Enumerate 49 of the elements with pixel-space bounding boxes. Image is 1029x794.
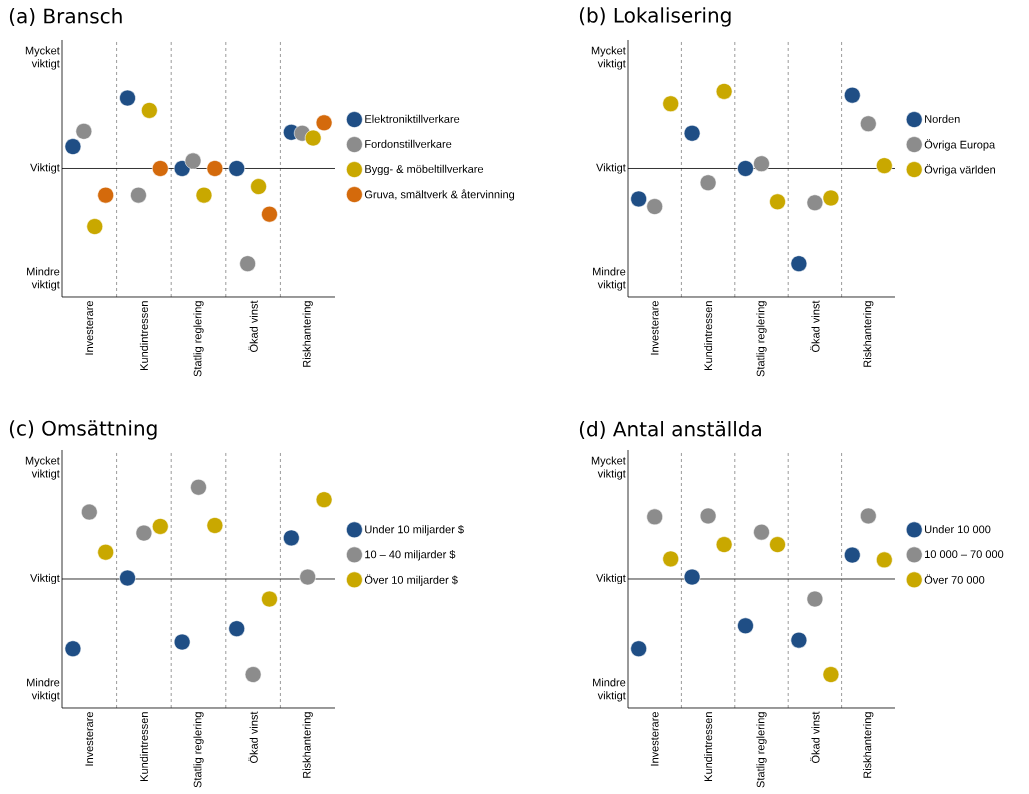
chart-title: (a) Bransch: [9, 8, 122, 26]
ref-line-label: Viktigt: [596, 163, 626, 174]
x-tick-label: Ökad vinst: [248, 300, 258, 352]
chart-title: (b) Lokalisering: [579, 7, 731, 27]
x-tick-label: Ökad vinst: [810, 300, 820, 352]
x-tick-label: Riskhantering: [863, 712, 874, 778]
x-tick-label: Investerare: [650, 301, 659, 355]
legend-label: 10 000 – 70 000: [925, 550, 1004, 559]
text: Mindre viktigt: [593, 267, 626, 291]
x-tick-label: Statlig reglering: [756, 712, 767, 788]
text: Mindre viktigt: [27, 678, 60, 702]
x-tick-label: Riskhantering: [302, 301, 313, 367]
legend-label: Övriga världen: [924, 164, 995, 176]
text: Mindre viktigt: [593, 678, 626, 702]
ref-line-label: Viktigt: [30, 163, 60, 174]
text: Mycket viktigt: [591, 46, 626, 70]
legend-label: Över 70 000: [924, 574, 985, 584]
x-tick-label: Investerare: [85, 301, 94, 355]
legend-label: Övriga Europa: [924, 139, 996, 151]
x-tick-label: Kundintressen: [704, 712, 713, 781]
x-tick-label: Investerare: [85, 712, 94, 766]
text: Mycket viktigt: [25, 46, 60, 70]
chart-title: (c) Omsättning: [9, 420, 157, 440]
x-tick-label: Kundintressen: [704, 301, 713, 370]
chart-title: (d) Antal anställda: [579, 421, 761, 439]
legend-label: Under 10 000: [925, 525, 991, 534]
text: Mycket viktigt: [591, 456, 626, 480]
x-tick-label: Statlig reglering: [193, 301, 204, 377]
ref-line-label: Viktigt: [30, 573, 60, 585]
legend-label: Gruva, smältverk & återvinning: [364, 189, 515, 201]
text: Mindre viktigt: [27, 267, 60, 291]
x-tick-label: Kundintressen: [139, 301, 148, 370]
x-tick-label: Kundintressen: [139, 712, 148, 781]
text: Mycket viktigt: [25, 456, 60, 480]
x-tick-label: Statlig reglering: [193, 712, 204, 788]
legend-label: 10 – 40 miljarder $: [365, 550, 456, 561]
ref-line-label: Viktigt: [596, 573, 626, 585]
x-tick-label: Ökad vinst: [248, 711, 258, 763]
legend-label: Elektroniktillverkare: [365, 114, 460, 123]
legend-label: Under 10 miljarder $: [365, 525, 464, 536]
x-tick-label: Statlig reglering: [756, 301, 767, 377]
x-tick-label: Investerare: [650, 712, 659, 766]
legend-label: Bygg- & möbeltillverkare: [365, 164, 484, 176]
legend-label: Över 10 miljarder $: [364, 574, 458, 586]
x-tick-label: Riskhantering: [863, 301, 874, 367]
legend-label: Norden: [925, 114, 960, 123]
legend-label: Fordonstillverkare: [365, 139, 452, 148]
x-tick-label: Riskhantering: [302, 712, 313, 778]
x-tick-label: Ökad vinst: [810, 711, 820, 763]
